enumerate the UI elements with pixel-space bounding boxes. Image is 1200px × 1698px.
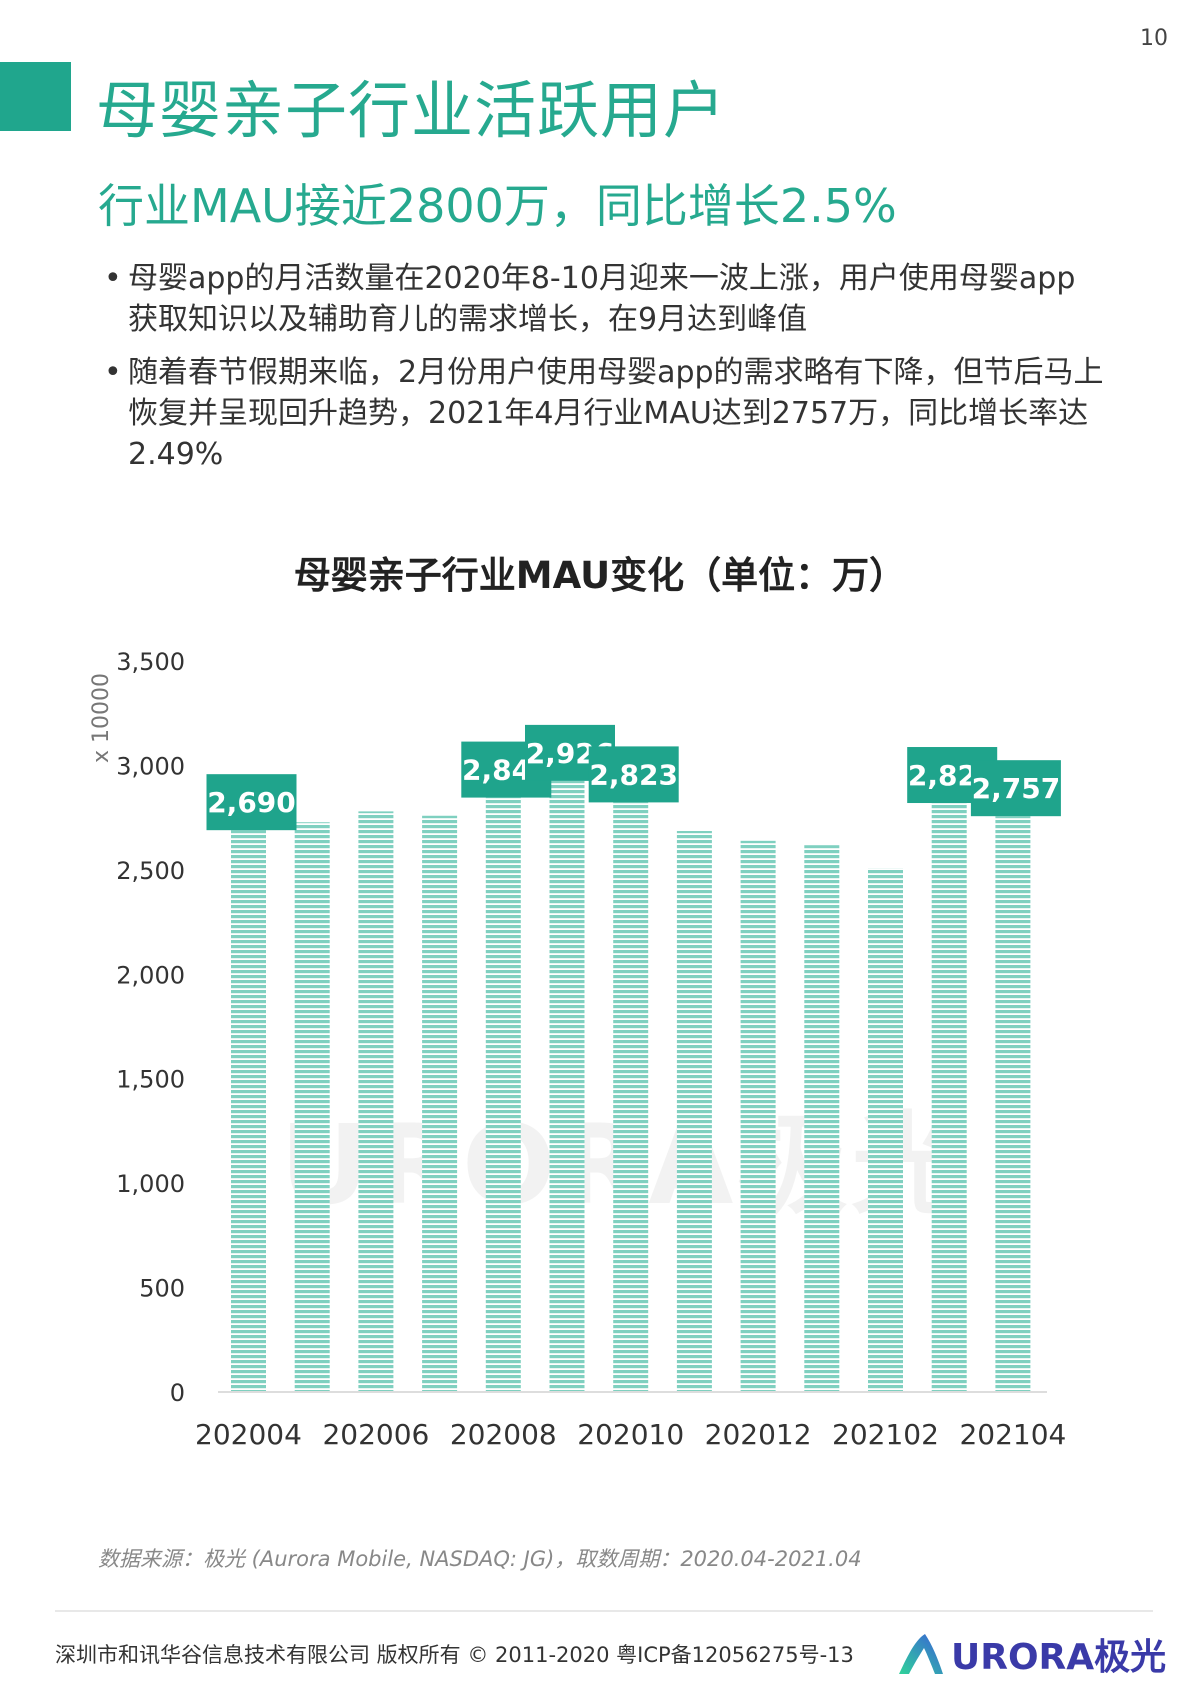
bullet-text: 母婴app的月活数量在2020年8-10月迎来一波上涨，用户使用母婴app获取知…	[128, 261, 1076, 337]
copyright-footer: 深圳市和讯华谷信息技术有限公司 版权所有 © 2011-2020 粤ICP备12…	[55, 1643, 854, 1667]
bullet-item: • 随着春节假期来临，2月份用户使用母婴app的需求略有下降，但节后马上恢复并呈…	[104, 352, 1104, 475]
data-source-note: 数据来源：极光 (Aurora Mobile, NASDAQ: JG)，取数周期…	[98, 1547, 862, 1571]
data-label-box	[461, 741, 552, 798]
x-tick-label: 202102	[832, 1418, 939, 1451]
data-label-text: 2,757	[972, 772, 1061, 805]
x-tick-label: 202104	[959, 1418, 1066, 1451]
bar-202104	[995, 816, 1031, 1392]
y-axis-label: x 10000	[89, 673, 114, 763]
y-tick-label: 2,500	[116, 857, 185, 885]
data-label-box	[525, 724, 615, 781]
watermark-logo: URORA极光	[280, 1101, 966, 1229]
title-accent-block	[0, 62, 71, 131]
data-label-box	[907, 747, 998, 804]
data-label-text: 2,926	[526, 737, 615, 770]
data-label-text: 2,820	[908, 759, 997, 792]
data-label-box	[588, 746, 679, 803]
aurora-logo: URORA极光	[897, 1628, 1166, 1680]
footer-divider	[55, 1610, 1153, 1612]
x-tick-label: 202004	[195, 1418, 302, 1451]
logo-wordmark: URORA极光	[951, 1637, 1167, 1678]
page-subtitle: 行业MAU接近2800万，同比增长2.5%	[98, 179, 897, 233]
y-tick-label: 1,000	[116, 1170, 185, 1198]
y-tick-label: 0	[170, 1379, 185, 1407]
data-label-text: 2,823	[589, 758, 678, 791]
aurora-logo-icon	[899, 1634, 943, 1674]
y-tick-label: 1,500	[116, 1066, 185, 1094]
data-label-text: 2,846	[462, 754, 551, 787]
y-tick-label: 3,000	[116, 752, 185, 780]
data-label-box	[206, 774, 297, 831]
y-tick-label: 3,500	[116, 648, 185, 676]
x-tick-label: 202012	[705, 1418, 812, 1451]
bullet-icon: •	[104, 355, 122, 390]
data-label: 2,757	[970, 760, 1061, 817]
page-number: 10	[1140, 26, 1168, 51]
data-label: 2,690	[206, 774, 297, 831]
bullet-item: • 母婴app的月活数量在2020年8-10月迎来一波上涨，用户使用母婴app获…	[104, 258, 1104, 340]
bullet-icon: •	[104, 261, 122, 296]
chart-title: 母婴亲子行业MAU变化（单位：万）	[293, 554, 907, 597]
data-label: 2,846	[461, 741, 552, 798]
bar-202004	[231, 830, 266, 1392]
bullet-text: 随着春节假期来临，2月份用户使用母婴app的需求略有下降，但节后马上恢复并呈现回…	[128, 355, 1104, 472]
data-label-text: 2,690	[207, 786, 296, 819]
data-label: 2,820	[907, 747, 998, 804]
data-label: 2,823	[588, 746, 679, 803]
x-tick-label: 202006	[322, 1418, 429, 1451]
page-title: 母婴亲子行业活跃用户	[96, 74, 727, 147]
y-tick-label: 500	[139, 1275, 185, 1303]
x-tick-label: 202008	[450, 1418, 557, 1451]
data-label-box	[970, 760, 1061, 817]
x-tick-label: 202010	[577, 1418, 684, 1451]
y-tick-label: 2,000	[116, 961, 185, 989]
data-label: 2,926	[525, 724, 615, 781]
